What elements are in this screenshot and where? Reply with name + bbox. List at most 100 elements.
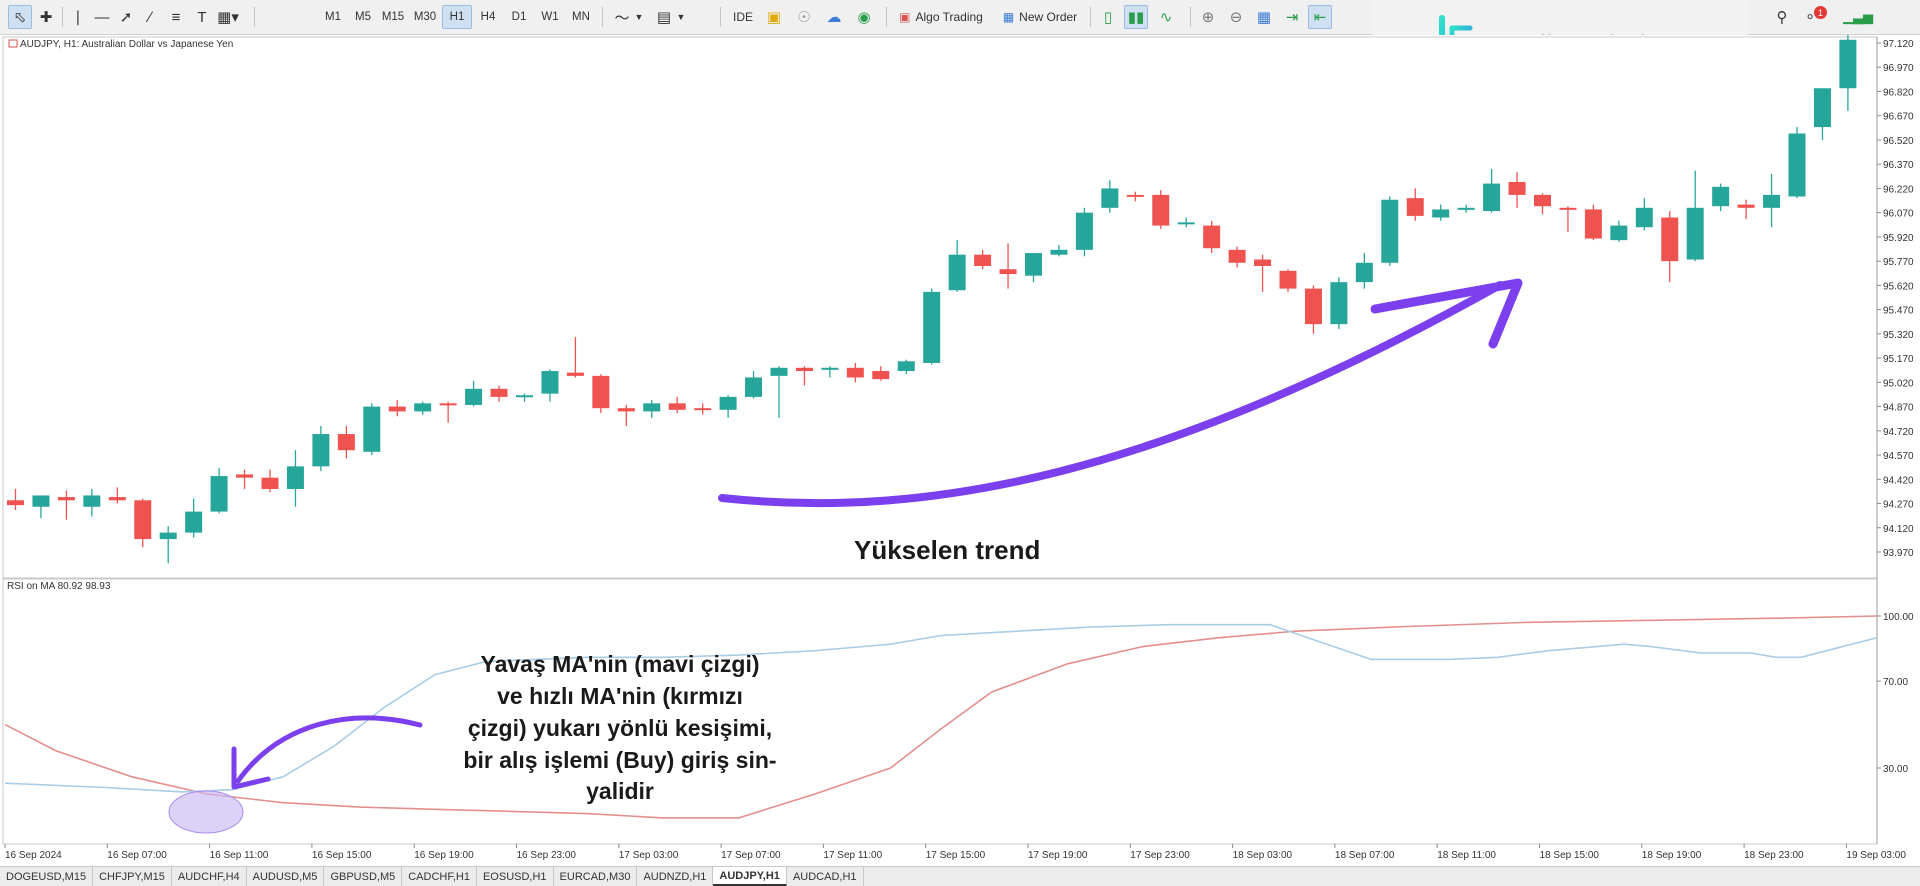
bullish-candle: [1432, 204, 1450, 221]
crossover-arrow: [235, 715, 423, 784]
tf-h4[interactable]: H4: [480, 11, 496, 23]
price-tick-label: 96.970: [1883, 63, 1914, 74]
zoom-out-icon[interactable]: ⊖: [1229, 9, 1243, 26]
time-tick-label: 17 Sep 11:00: [823, 850, 882, 861]
dropdown-arrow-icon[interactable]: ▼: [676, 12, 686, 22]
signal-bars-icon[interactable]: ▁▃▅: [1843, 9, 1873, 24]
candle-body: [1177, 222, 1195, 225]
bearish-candle: [1228, 246, 1246, 268]
tab-dogeusd-m15[interactable]: DOGEUSD,M15: [0, 867, 94, 886]
symbol-info: AUDJPY, H1: Australian Dollar vs Japanes…: [20, 39, 233, 50]
bar-chart-icon[interactable]: ▯: [1103, 9, 1113, 26]
price-tick-label: 94.420: [1883, 475, 1914, 486]
tab-audusd-m5[interactable]: AUDUSD,M5: [247, 867, 325, 886]
shapes-icon[interactable]: ▦▾: [217, 9, 239, 26]
candle-body: [1355, 262, 1373, 283]
zoom-in-icon[interactable]: ⊕: [1201, 9, 1215, 26]
line-chart-icon[interactable]: ∿: [1159, 9, 1173, 26]
rsi-tick-label: 70.00: [1883, 677, 1908, 688]
time-tick-label: 17 Sep 19:00: [1028, 850, 1088, 861]
cloud-icon[interactable]: ☁: [826, 9, 842, 26]
vertical-line-icon[interactable]: ∣: [74, 9, 82, 26]
price-tick-label: 94.120: [1883, 524, 1914, 535]
algo-trading-label: Algo Trading: [915, 10, 983, 24]
horizontal-line-icon[interactable]: —: [94, 8, 110, 26]
bullish-candle: [897, 359, 915, 375]
price-tick-label: 95.020: [1883, 378, 1914, 389]
candle-body: [1025, 253, 1042, 276]
candles-icon[interactable]: ▮▮: [1124, 5, 1148, 29]
bearish-candle: [795, 366, 813, 386]
candle-body: [210, 476, 228, 512]
price-tick-label: 93.970: [1883, 548, 1914, 559]
fibonacci-icon[interactable]: ≡: [171, 8, 181, 26]
trendline-icon[interactable]: ➚: [119, 9, 133, 26]
autoscroll-icon[interactable]: ⇥: [1285, 9, 1299, 26]
candle-body: [1610, 225, 1628, 241]
candle-body: [897, 361, 915, 372]
candle-body: [846, 367, 864, 378]
note-line-3: çizgi) yukarı yönlü kesişimi,: [468, 715, 772, 741]
candle-body: [1279, 270, 1297, 289]
time-tick-label: 19 Sep 03:00: [1846, 850, 1906, 861]
templates-icon[interactable]: ▤: [656, 9, 672, 26]
signal-icon[interactable]: ☉: [797, 9, 811, 26]
tab-cadchf-h1[interactable]: CADCHF,H1: [402, 867, 477, 886]
candle-body: [465, 388, 483, 405]
tab-audcad-h1[interactable]: AUDCAD,H1: [787, 867, 864, 886]
candle-body: [923, 291, 941, 363]
chart-type-icon[interactable]: 〜: [614, 9, 630, 27]
tf-m5[interactable]: M5: [355, 11, 371, 23]
candle-body: [185, 511, 203, 533]
candle-body: [999, 269, 1017, 275]
dropdown-arrow-icon[interactable]: ▼: [634, 12, 644, 22]
cursor-icon[interactable]: ⬁: [8, 5, 32, 29]
bullish-candle: [821, 366, 839, 378]
tab-audnzd-h1[interactable]: AUDNZD,H1: [637, 867, 714, 886]
tf-w1[interactable]: W1: [541, 11, 559, 23]
candle-body: [312, 434, 330, 467]
search-icon[interactable]: ⚲: [1776, 9, 1788, 26]
new-order-button[interactable]: ▦ New Order: [996, 5, 1084, 29]
candle-body: [108, 497, 126, 501]
chart-area[interactable]: AUDJPY, H1: Australian Dollar vs Japanes…: [0, 35, 1920, 866]
tab-audchf-h4[interactable]: AUDCHF,H4: [172, 867, 247, 886]
candle-body: [795, 367, 813, 372]
bullish-candle: [1839, 35, 1857, 111]
bullish-candle: [1355, 253, 1373, 289]
tf-mn[interactable]: MN: [572, 11, 590, 23]
folder-icon[interactable]: ▣: [766, 9, 782, 26]
candle-body: [643, 403, 661, 412]
candle-body: [414, 403, 432, 412]
price-tick-label: 95.920: [1883, 233, 1914, 244]
tf-m15[interactable]: M15: [381, 11, 405, 23]
tab-eosusd-h1[interactable]: EOSUSD,H1: [477, 867, 554, 886]
candle-body: [1075, 212, 1093, 250]
crosshair-icon[interactable]: ✚: [39, 9, 53, 26]
tf-m30[interactable]: M30: [413, 11, 437, 23]
time-axis: 16 Sep 2024 16 Sep 07:00 16 Sep 11:00 16 Se…: [4, 844, 1906, 861]
tf-d1[interactable]: D1: [511, 11, 527, 23]
channel-icon[interactable]: ∕: [148, 8, 152, 26]
notification-icon[interactable]: ⚬: [1798, 5, 1822, 29]
algo-trading-button[interactable]: ▣ Algo Trading: [892, 5, 990, 29]
tab-audjpy-h1[interactable]: AUDJPY,H1: [713, 867, 787, 886]
grid-icon[interactable]: ▦: [1256, 9, 1272, 26]
bearish-candle: [1584, 204, 1602, 241]
tf-h1[interactable]: H1: [442, 5, 472, 29]
tf-m1[interactable]: M1: [325, 11, 341, 23]
text-icon[interactable]: T: [197, 8, 207, 26]
ide-button[interactable]: IDE: [732, 10, 753, 24]
toolbar-separator: [720, 7, 721, 27]
candle-body: [83, 495, 101, 507]
vps-icon[interactable]: ◉: [857, 9, 871, 26]
tab-gbpusd-m5[interactable]: GBPUSD,M5: [324, 867, 403, 886]
tab-chfjpy-m15[interactable]: CHFJPY,M15: [93, 867, 172, 886]
tab-eurcad-m30[interactable]: EURCAD,M30: [554, 867, 638, 886]
candle-body: [770, 367, 788, 376]
candle-body: [1839, 39, 1857, 89]
candle-body: [1406, 198, 1424, 216]
chart-shift-icon[interactable]: ⇤: [1308, 5, 1332, 29]
time-tick-label: 16 Sep 19:00: [414, 850, 474, 861]
price-tick-label: 96.670: [1883, 112, 1914, 123]
